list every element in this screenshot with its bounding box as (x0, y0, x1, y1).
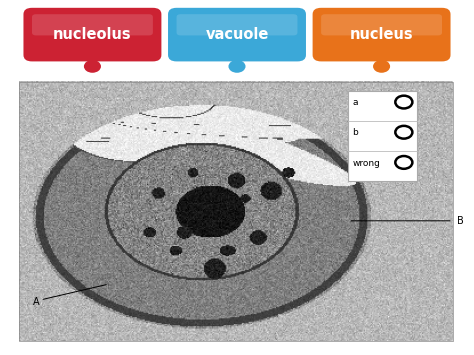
FancyBboxPatch shape (321, 14, 442, 36)
Text: wrong: wrong (352, 159, 380, 168)
Circle shape (395, 95, 412, 108)
Text: vacuole: vacuole (205, 27, 269, 42)
Circle shape (373, 60, 390, 73)
Circle shape (228, 60, 246, 73)
FancyBboxPatch shape (313, 8, 450, 61)
FancyBboxPatch shape (348, 91, 417, 181)
Circle shape (395, 156, 412, 169)
Text: b: b (352, 129, 358, 137)
Text: nucleus: nucleus (350, 27, 413, 42)
FancyBboxPatch shape (24, 8, 161, 61)
Text: B: B (457, 216, 464, 226)
Circle shape (395, 126, 412, 139)
Text: A: A (33, 297, 40, 307)
FancyBboxPatch shape (32, 14, 153, 36)
Text: a: a (352, 98, 358, 107)
Text: nucleolus: nucleolus (53, 27, 132, 42)
Circle shape (84, 60, 101, 73)
FancyBboxPatch shape (176, 14, 298, 36)
FancyBboxPatch shape (168, 8, 306, 61)
